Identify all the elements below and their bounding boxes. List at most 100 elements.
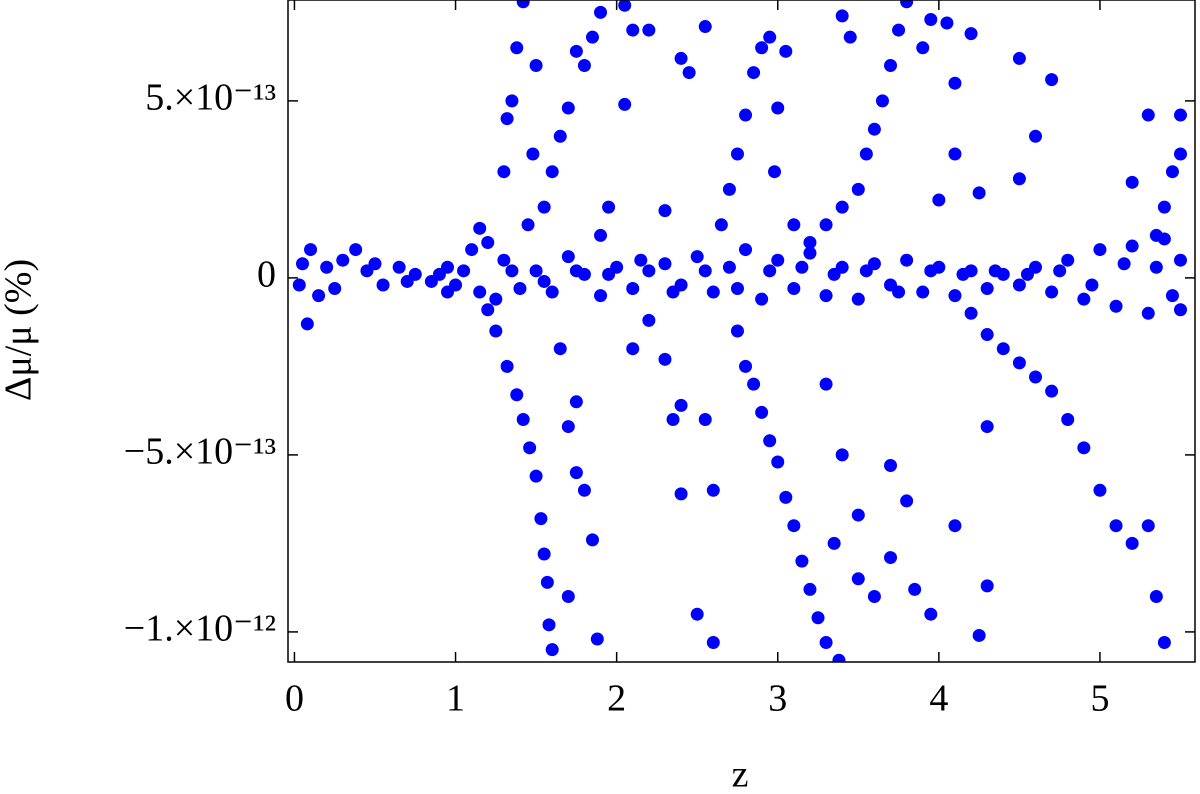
point (706, 483, 720, 497)
point (1012, 172, 1026, 186)
point (473, 221, 487, 235)
point (585, 30, 599, 44)
point (747, 377, 761, 391)
point (481, 235, 495, 249)
point (553, 129, 567, 143)
point (980, 328, 994, 342)
point (300, 317, 314, 331)
point (569, 44, 583, 58)
point (771, 101, 785, 115)
point (787, 519, 801, 533)
point (642, 23, 656, 37)
point (523, 441, 537, 455)
point (940, 16, 954, 30)
point (1061, 253, 1075, 267)
point (457, 264, 471, 278)
point (964, 306, 978, 320)
point (908, 582, 922, 596)
point (706, 285, 720, 299)
point (537, 200, 551, 214)
point (1141, 306, 1155, 320)
frame (287, 0, 1196, 663)
x-tick-label: 5 (1090, 678, 1109, 720)
point (924, 12, 938, 26)
point (768, 165, 782, 179)
point (867, 122, 881, 136)
point (440, 285, 454, 299)
point (1109, 299, 1123, 313)
point (787, 218, 801, 232)
x-tick-label: 0 (285, 678, 304, 720)
point (1125, 239, 1139, 253)
point (1157, 200, 1171, 214)
point (594, 228, 608, 242)
point (924, 607, 938, 621)
point (1141, 519, 1155, 533)
point (892, 285, 906, 299)
point (1077, 441, 1091, 455)
point (510, 388, 524, 402)
point (779, 490, 793, 504)
point (972, 186, 986, 200)
point (916, 285, 930, 299)
point (1109, 519, 1123, 533)
point (924, 264, 938, 278)
point (1045, 384, 1059, 398)
point (1093, 483, 1107, 497)
point (674, 51, 688, 65)
point (481, 303, 495, 317)
point (1174, 108, 1188, 122)
point (292, 278, 306, 292)
point (755, 405, 769, 419)
point (642, 264, 656, 278)
point (618, 0, 632, 12)
point (819, 636, 833, 650)
point (1157, 636, 1171, 650)
point (400, 274, 414, 288)
point (1029, 129, 1043, 143)
point (602, 200, 616, 214)
point (1061, 413, 1075, 427)
point (500, 359, 514, 373)
point (795, 554, 809, 568)
point (698, 264, 712, 278)
point (980, 282, 994, 296)
point (851, 182, 865, 196)
point (1174, 303, 1188, 317)
x-axis-label: z (732, 754, 749, 794)
point (900, 494, 914, 508)
point (1085, 278, 1099, 292)
point (835, 9, 849, 23)
point (843, 30, 857, 44)
point (988, 264, 1002, 278)
point (1093, 243, 1107, 257)
point (739, 108, 753, 122)
point (513, 282, 527, 296)
point (590, 632, 604, 646)
point (867, 590, 881, 604)
point (1165, 165, 1179, 179)
point (336, 253, 350, 267)
point (594, 289, 608, 303)
point (626, 23, 640, 37)
point (755, 41, 769, 55)
point (730, 324, 744, 338)
point (1149, 590, 1163, 604)
point (803, 582, 817, 596)
point (1125, 536, 1139, 550)
point (819, 218, 833, 232)
point (706, 636, 720, 650)
point (1149, 260, 1163, 274)
point (851, 508, 865, 522)
point (980, 579, 994, 593)
point (730, 282, 744, 296)
y-axis-label: Δμ/μ (%) (0, 259, 40, 401)
point (948, 519, 962, 533)
y-tick-label: −5.×10⁻¹³ (124, 431, 276, 473)
point (747, 66, 761, 80)
point (698, 413, 712, 427)
point (1165, 289, 1179, 303)
point (900, 253, 914, 267)
y-tick-label: 5.×10⁻¹³ (145, 77, 276, 119)
point (1029, 370, 1043, 384)
